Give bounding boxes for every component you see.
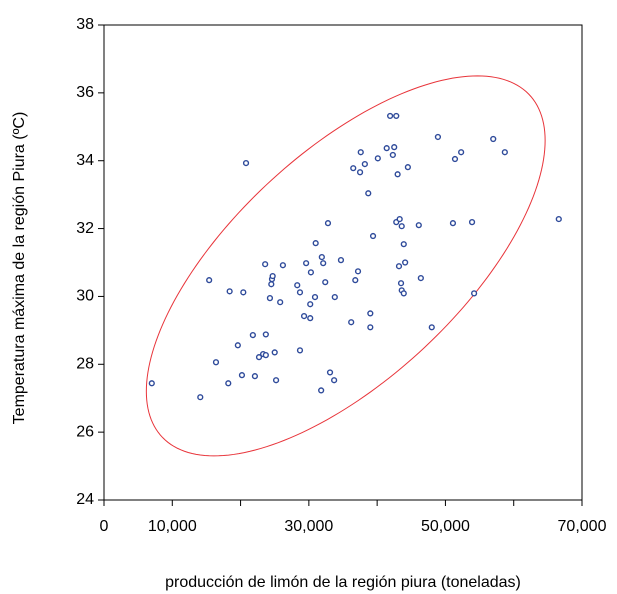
point bbox=[279, 262, 287, 269]
y-tick-label: 26 bbox=[76, 423, 94, 440]
point bbox=[501, 149, 508, 156]
point bbox=[251, 373, 259, 380]
point bbox=[367, 310, 374, 317]
point bbox=[318, 253, 325, 261]
point bbox=[240, 289, 247, 296]
point bbox=[394, 171, 401, 178]
point bbox=[148, 380, 155, 387]
point bbox=[458, 149, 465, 156]
point bbox=[490, 135, 497, 143]
plot-frame bbox=[103, 24, 583, 501]
point bbox=[428, 324, 435, 331]
point bbox=[262, 331, 269, 338]
y-axis-title: Temperatura máxima de la región Piura (º… bbox=[11, 112, 28, 425]
x-axis-title: producción de limón de la región piura (… bbox=[165, 574, 521, 591]
point bbox=[361, 161, 368, 168]
point bbox=[383, 145, 390, 152]
point bbox=[249, 332, 256, 339]
point bbox=[238, 372, 246, 379]
point bbox=[387, 112, 394, 120]
point bbox=[268, 281, 275, 288]
x-tick-label: 70,000 bbox=[558, 518, 607, 535]
x-tick-label: 0 bbox=[100, 518, 109, 535]
point bbox=[255, 354, 263, 361]
point bbox=[397, 280, 405, 287]
x-tick-label: 10,000 bbox=[148, 518, 197, 535]
point bbox=[272, 377, 280, 384]
point bbox=[326, 369, 334, 376]
point bbox=[307, 269, 315, 276]
point bbox=[374, 155, 381, 162]
point bbox=[402, 259, 409, 266]
y-tick-label: 38 bbox=[76, 16, 94, 33]
point bbox=[318, 387, 325, 394]
point bbox=[367, 324, 374, 331]
point bbox=[242, 159, 250, 167]
point bbox=[354, 268, 362, 275]
point bbox=[277, 299, 284, 306]
y-tick-label: 30 bbox=[76, 288, 94, 305]
point bbox=[352, 277, 359, 284]
x-tick-label: 50,000 bbox=[421, 518, 470, 535]
point bbox=[311, 294, 319, 301]
y-tick-label: 36 bbox=[76, 84, 94, 101]
point bbox=[303, 260, 310, 267]
point bbox=[234, 342, 241, 349]
point bbox=[350, 165, 357, 172]
point bbox=[449, 220, 457, 227]
point bbox=[415, 222, 422, 229]
point bbox=[451, 155, 459, 163]
point bbox=[322, 279, 329, 286]
point bbox=[348, 319, 355, 326]
point bbox=[296, 289, 304, 296]
point bbox=[307, 301, 314, 308]
point bbox=[266, 295, 274, 302]
point bbox=[389, 151, 396, 159]
point bbox=[434, 133, 442, 141]
point bbox=[294, 282, 301, 289]
point bbox=[369, 232, 377, 240]
point bbox=[296, 347, 304, 354]
point bbox=[197, 394, 204, 401]
confidence-ellipse bbox=[145, 75, 546, 457]
point bbox=[356, 169, 364, 176]
point bbox=[365, 190, 372, 197]
point bbox=[417, 275, 424, 282]
point bbox=[331, 294, 338, 301]
y-tick-label: 32 bbox=[76, 220, 94, 237]
point bbox=[331, 377, 338, 384]
point bbox=[468, 219, 476, 226]
point bbox=[269, 272, 276, 280]
point bbox=[300, 313, 308, 320]
point bbox=[320, 260, 327, 267]
point bbox=[471, 290, 478, 297]
point bbox=[395, 263, 403, 270]
y-tick-label: 28 bbox=[76, 356, 94, 373]
point bbox=[312, 240, 319, 247]
point bbox=[271, 349, 278, 356]
point bbox=[225, 380, 232, 387]
point bbox=[393, 112, 400, 120]
point bbox=[396, 215, 403, 223]
point bbox=[404, 164, 411, 171]
point bbox=[400, 241, 407, 248]
point bbox=[391, 144, 398, 151]
y-tick-label: 34 bbox=[76, 152, 94, 169]
point bbox=[262, 261, 269, 268]
y-tick-label: 24 bbox=[76, 491, 94, 508]
point bbox=[262, 352, 269, 359]
point bbox=[400, 290, 407, 297]
point bbox=[337, 257, 345, 264]
point bbox=[357, 149, 364, 156]
point bbox=[398, 223, 405, 230]
x-tick-label: 30,000 bbox=[284, 518, 333, 535]
point bbox=[324, 220, 332, 227]
point bbox=[555, 215, 562, 223]
point bbox=[226, 288, 233, 295]
point bbox=[307, 315, 314, 322]
point bbox=[212, 359, 220, 366]
point bbox=[206, 277, 213, 284]
